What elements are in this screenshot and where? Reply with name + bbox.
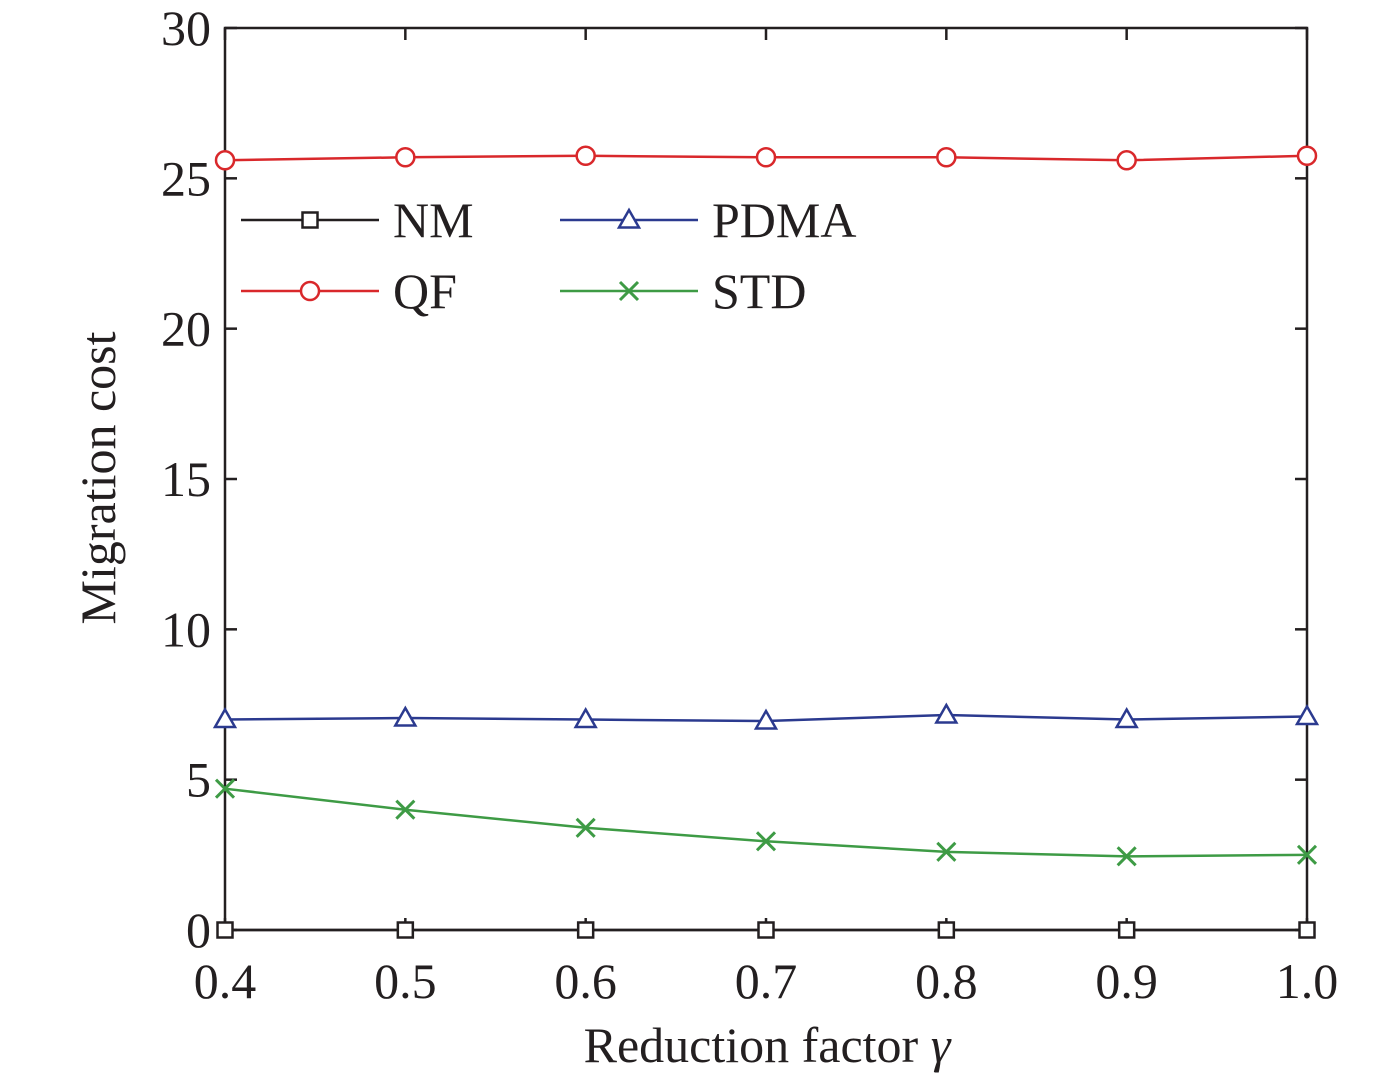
y-tick-label: 5 — [186, 752, 211, 808]
data-point-qf — [575, 145, 596, 167]
data-point-std — [575, 817, 596, 838]
data-point-pdma — [212, 707, 238, 729]
x-tick-label: 0.6 — [554, 953, 617, 1009]
data-point-nm — [1117, 921, 1136, 939]
y-tick-label: 0 — [186, 902, 211, 958]
legend-label-std: STD — [712, 263, 806, 319]
x-axis-label-text: Reduction factor — [584, 1017, 919, 1073]
legend-item-pdma: PDMA — [560, 192, 856, 248]
legend-marker-nm — [301, 211, 319, 229]
x-axis-ticks: 0.4 0.5 0.6 0.7 0.8 0.9 1.0 — [194, 28, 1339, 1009]
series-nm — [216, 921, 1316, 939]
data-point-pdma — [1294, 704, 1320, 726]
data-point-qf — [936, 147, 957, 168]
data-point-qf — [1296, 145, 1318, 167]
legend-item-qf: QF — [241, 263, 457, 319]
series-pdma — [212, 702, 1320, 730]
legend-marker-qf — [299, 280, 321, 302]
series-layer — [212, 145, 1320, 939]
x-tick-label: 0.7 — [735, 953, 798, 1009]
data-point-nm — [576, 921, 595, 939]
legend-label-pdma: PDMA — [712, 192, 856, 248]
data-point-pdma — [393, 705, 418, 727]
data-point-pdma — [934, 702, 959, 724]
data-point-qf — [395, 147, 416, 168]
y-tick-label: 25 — [161, 150, 211, 206]
x-tick-label: 0.9 — [1095, 953, 1158, 1009]
y-tick-label: 15 — [161, 451, 211, 507]
x-tick-label: 0.4 — [194, 953, 257, 1009]
data-point-std — [755, 831, 777, 852]
data-point-qf — [214, 150, 236, 171]
x-axis-label-symbol: γ — [931, 1017, 952, 1073]
y-tick-label: 10 — [161, 601, 211, 657]
x-axis-label: Reduction factor γ — [584, 1017, 952, 1073]
y-axis-ticks: 0 5 10 15 20 25 30 — [161, 0, 1307, 958]
x-tick-label: 0.8 — [915, 953, 978, 1009]
legend-label-nm: NM — [393, 192, 474, 248]
series-std — [214, 778, 1318, 867]
y-axis-label: Migration cost — [70, 331, 126, 624]
data-point-std — [395, 799, 416, 820]
data-point-std — [1296, 844, 1318, 865]
data-point-pdma — [1114, 707, 1139, 729]
data-point-pdma — [573, 707, 598, 729]
data-point-nm — [1298, 921, 1316, 939]
legend: NM PDMA QF STD — [241, 192, 856, 319]
data-point-std — [1116, 846, 1137, 867]
data-point-nm — [757, 921, 775, 939]
data-point-nm — [937, 921, 956, 939]
data-point-nm — [216, 921, 234, 939]
legend-item-nm: NM — [241, 192, 474, 248]
series-line-std — [224, 787, 1308, 858]
legend-marker-std — [618, 280, 640, 302]
y-tick-label: 30 — [161, 0, 211, 56]
data-point-std — [936, 841, 957, 862]
y-tick-label: 20 — [161, 301, 211, 357]
data-point-qf — [755, 147, 777, 168]
data-point-std — [214, 778, 236, 799]
series-qf — [214, 145, 1318, 171]
legend-marker-pdma — [616, 207, 642, 229]
legend-label-qf: QF — [393, 263, 457, 319]
legend-item-std: STD — [560, 263, 806, 319]
x-tick-label: 1.0 — [1276, 953, 1339, 1009]
x-tick-label: 0.5 — [374, 953, 437, 1009]
data-point-pdma — [753, 708, 779, 730]
data-point-nm — [396, 921, 415, 939]
data-point-qf — [1116, 150, 1137, 171]
